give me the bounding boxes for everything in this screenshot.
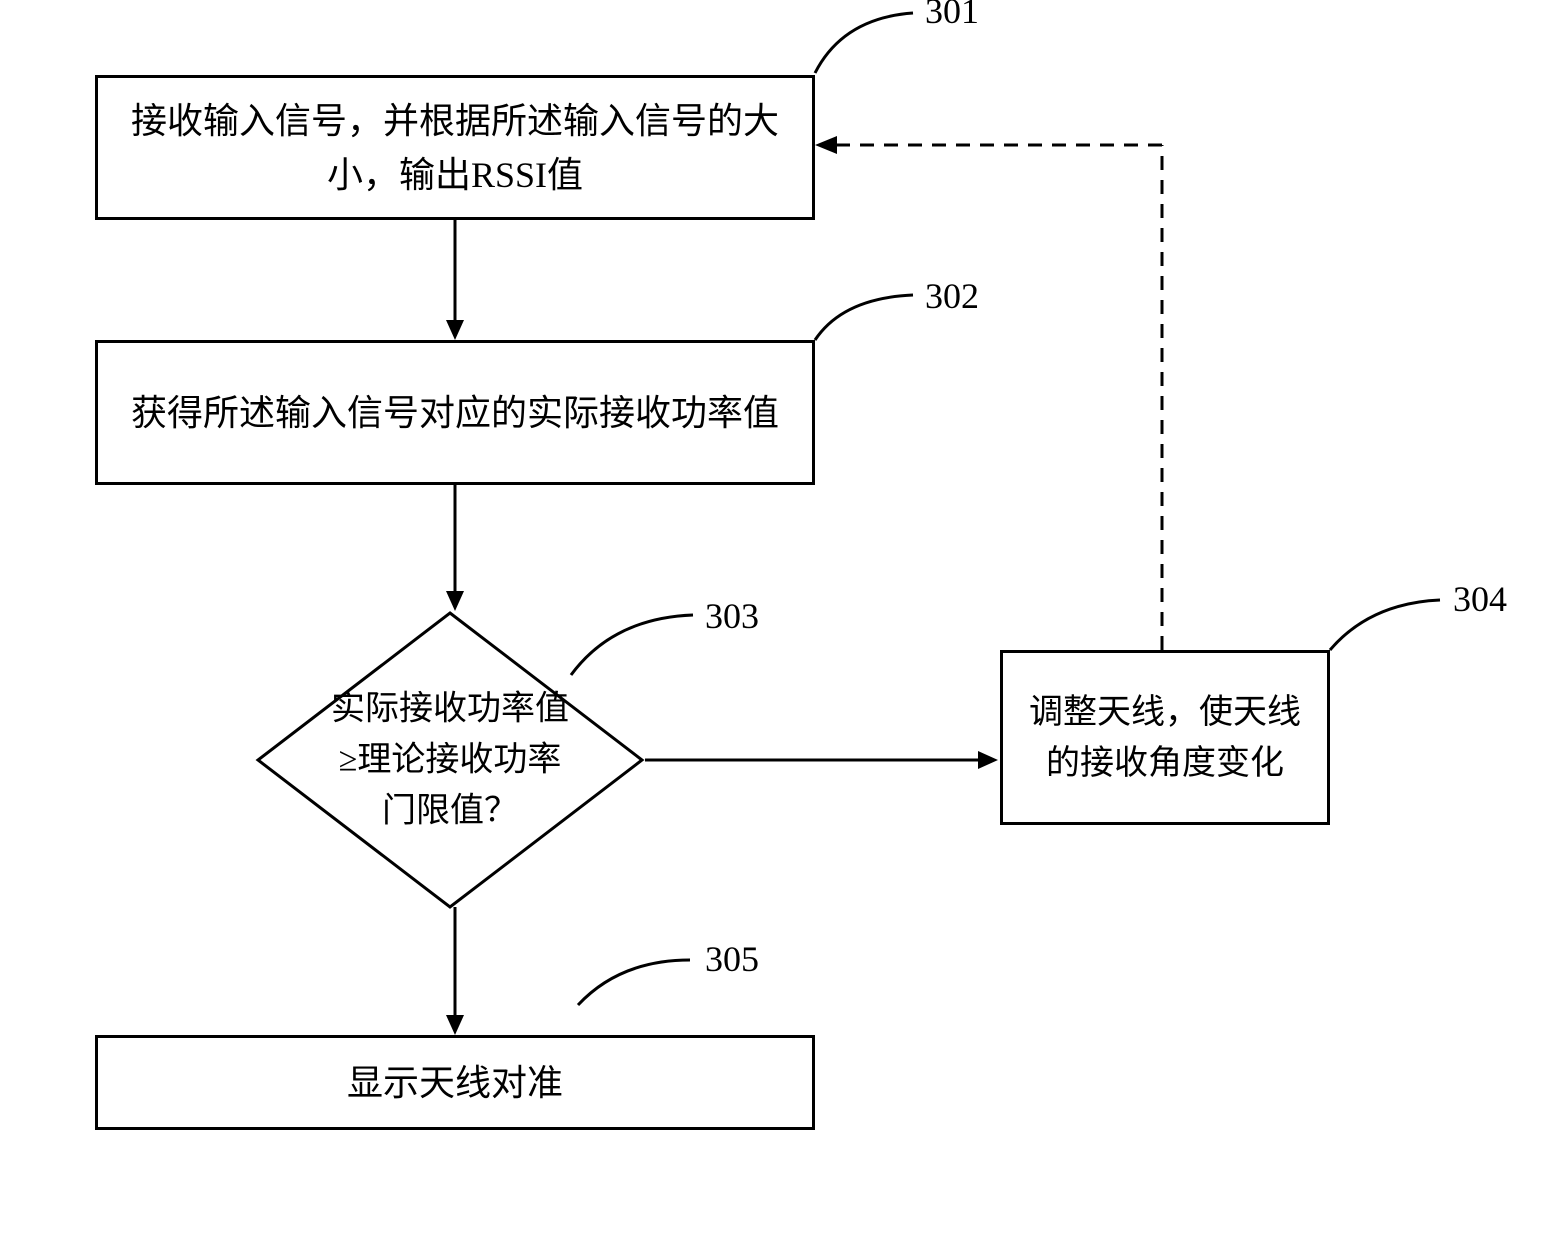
label-curve-304	[1320, 595, 1450, 655]
arrow-301-to-302	[440, 220, 480, 342]
node-text: 显示天线对准	[347, 1056, 563, 1110]
node-label-301: 301	[925, 0, 979, 32]
flowchart-node-302: 获得所述输入信号对应的实际接收功率值	[95, 340, 815, 485]
flowchart-node-304: 调整天线，使天线的接收角度变化	[1000, 650, 1330, 825]
arrow-303-to-304	[645, 745, 1005, 785]
label-curve-301	[803, 8, 923, 78]
node-label-304: 304	[1453, 578, 1507, 620]
node-label-305: 305	[705, 938, 759, 980]
label-curve-305	[570, 955, 700, 1010]
node-text: 调整天线，使天线的接收角度变化	[1023, 687, 1307, 789]
arrow-303-to-305	[440, 907, 480, 1037]
arrow-304-to-301-dashed	[810, 130, 1180, 655]
flowchart-node-301: 接收输入信号，并根据所述输入信号的大小，输出RSSI值	[95, 75, 815, 220]
node-label-303: 303	[705, 595, 759, 637]
node-text: 接收输入信号，并根据所述输入信号的大小，输出RSSI值	[118, 94, 792, 202]
label-curve-303	[563, 610, 703, 680]
flowchart-node-305: 显示天线对准	[95, 1035, 815, 1130]
node-text: 获得所述输入信号对应的实际接收功率值	[131, 386, 779, 440]
decision-text: 实际接收功率值≥理论接收功率门限值？	[331, 691, 569, 830]
arrow-302-to-303	[440, 485, 480, 613]
